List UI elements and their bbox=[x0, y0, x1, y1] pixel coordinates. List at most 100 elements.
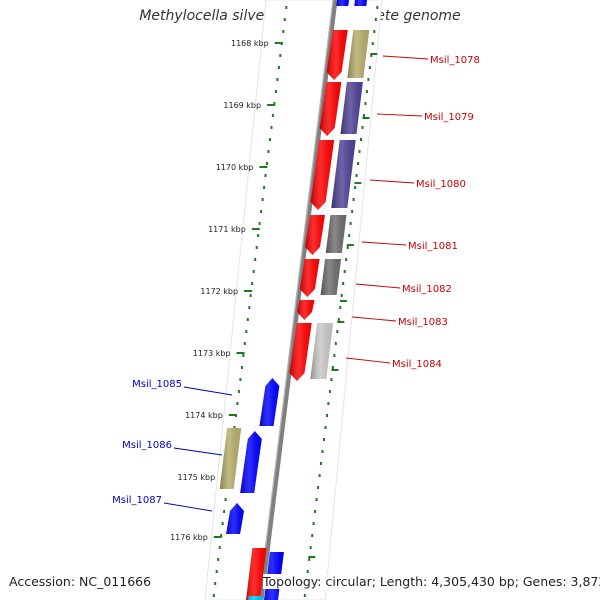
gene-label[interactable]: Msil_1084 bbox=[392, 359, 442, 370]
guide-dot bbox=[344, 270, 346, 273]
guide-dot bbox=[341, 294, 343, 297]
guide-dot bbox=[347, 246, 349, 249]
guide-dot bbox=[326, 414, 328, 417]
guide-dot bbox=[242, 354, 244, 357]
guide-dot bbox=[250, 294, 252, 297]
guide-dot bbox=[359, 150, 361, 153]
guide-dot bbox=[336, 330, 338, 333]
guide-dot bbox=[338, 318, 340, 321]
scale-tick-label: 1171 kbp bbox=[208, 225, 246, 234]
guide-dot bbox=[375, 18, 377, 21]
gene-label-leader bbox=[356, 284, 400, 288]
guide-dot bbox=[348, 234, 350, 237]
guide-dot bbox=[304, 594, 306, 597]
guide-dot bbox=[364, 102, 366, 105]
guide-dot bbox=[223, 510, 225, 513]
guide-dot bbox=[275, 90, 277, 93]
partial-gene-block-shading bbox=[336, 0, 349, 6]
guide-dot bbox=[266, 162, 268, 165]
guide-dot bbox=[254, 258, 256, 261]
scale-tick-label: 1170 kbp bbox=[216, 163, 254, 172]
gene-label[interactable]: Msil_1085 bbox=[132, 379, 182, 390]
guide-dot bbox=[307, 570, 309, 573]
guide-dot bbox=[268, 150, 270, 153]
scale-tick-label: 1173 kbp bbox=[193, 349, 231, 358]
gene-label[interactable]: Msil_1081 bbox=[408, 241, 458, 252]
scale-tick-label: 1172 kbp bbox=[200, 287, 238, 296]
guide-dot bbox=[248, 306, 250, 309]
gene-label-leader bbox=[362, 242, 406, 245]
gene-label[interactable]: Msil_1087 bbox=[112, 495, 162, 506]
scale-tick-label: 1175 kbp bbox=[177, 473, 215, 482]
guide-dot bbox=[325, 426, 327, 429]
guide-dot bbox=[317, 486, 319, 489]
guide-dot bbox=[213, 594, 215, 597]
guide-dot bbox=[366, 90, 368, 93]
gene-label[interactable]: Msil_1083 bbox=[398, 317, 448, 328]
gene-label[interactable]: Msil_1082 bbox=[402, 284, 452, 295]
guide-dot bbox=[265, 174, 267, 177]
guide-dot bbox=[284, 18, 286, 21]
guide-dot bbox=[339, 306, 341, 309]
guide-dot bbox=[322, 450, 324, 453]
scale-tick-label: 1169 kbp bbox=[223, 101, 261, 110]
guide-dot bbox=[323, 438, 325, 441]
guide-dot bbox=[244, 342, 246, 345]
guide-dot bbox=[278, 66, 280, 69]
guide-dot bbox=[367, 78, 369, 81]
guide-dot bbox=[216, 570, 218, 573]
guide-dot bbox=[350, 222, 352, 225]
gene-label[interactable]: Msil_1086 bbox=[122, 440, 172, 451]
guide-dot bbox=[236, 402, 238, 405]
guide-dot bbox=[253, 270, 255, 273]
guide-dot bbox=[333, 354, 335, 357]
partial-gene-block-shading bbox=[354, 0, 367, 6]
guide-dot bbox=[360, 138, 362, 141]
gene-label[interactable]: Msil_1078 bbox=[430, 55, 480, 66]
guide-dot bbox=[257, 234, 259, 237]
guide-dot bbox=[351, 210, 353, 213]
guide-dot bbox=[311, 534, 313, 537]
scale-tick-label: 1176 kbp bbox=[170, 533, 208, 542]
guide-dot bbox=[238, 390, 240, 393]
guide-dot bbox=[239, 378, 241, 381]
scale-tick-label: 1174 kbp bbox=[185, 411, 223, 420]
guide-dot bbox=[225, 498, 227, 501]
guide-dot bbox=[356, 174, 358, 177]
partial-gene-block-shading bbox=[247, 596, 263, 600]
guide-dot bbox=[369, 66, 371, 69]
guide-dot bbox=[271, 126, 273, 129]
guide-dot bbox=[372, 42, 374, 45]
guide-dot bbox=[327, 402, 329, 405]
guide-dot bbox=[314, 510, 316, 513]
genome-info-text: Topology: circular; Length: 4,305,430 bp… bbox=[263, 574, 600, 589]
guide-dot bbox=[260, 210, 262, 213]
guide-dot bbox=[316, 498, 318, 501]
guide-dot bbox=[335, 342, 337, 345]
gene-label-leader bbox=[184, 387, 232, 395]
guide-dot bbox=[319, 474, 321, 477]
guide-dot bbox=[285, 6, 287, 9]
guide-dot bbox=[354, 186, 356, 189]
gene-label-leader bbox=[377, 114, 422, 116]
scale-tick-label: 1168 kbp bbox=[231, 39, 269, 48]
gene-label-leader bbox=[352, 317, 396, 321]
guide-dot bbox=[353, 198, 355, 201]
guide-dot bbox=[345, 258, 347, 261]
gene-label-leader bbox=[174, 448, 222, 455]
gene-label-leader bbox=[346, 358, 390, 363]
guide-dot bbox=[256, 246, 258, 249]
gene-label[interactable]: Msil_1080 bbox=[416, 179, 466, 190]
guide-dot bbox=[245, 330, 247, 333]
guide-dot bbox=[342, 282, 344, 285]
guide-dot bbox=[269, 138, 271, 141]
guide-dot bbox=[282, 30, 284, 33]
guide-dot bbox=[276, 78, 278, 81]
gene-label[interactable]: Msil_1079 bbox=[424, 112, 474, 123]
guide-dot bbox=[272, 114, 274, 117]
guide-dot bbox=[247, 318, 249, 321]
gene-label-leader bbox=[370, 180, 414, 183]
guide-dot bbox=[219, 546, 221, 549]
guide-dot bbox=[214, 582, 216, 585]
